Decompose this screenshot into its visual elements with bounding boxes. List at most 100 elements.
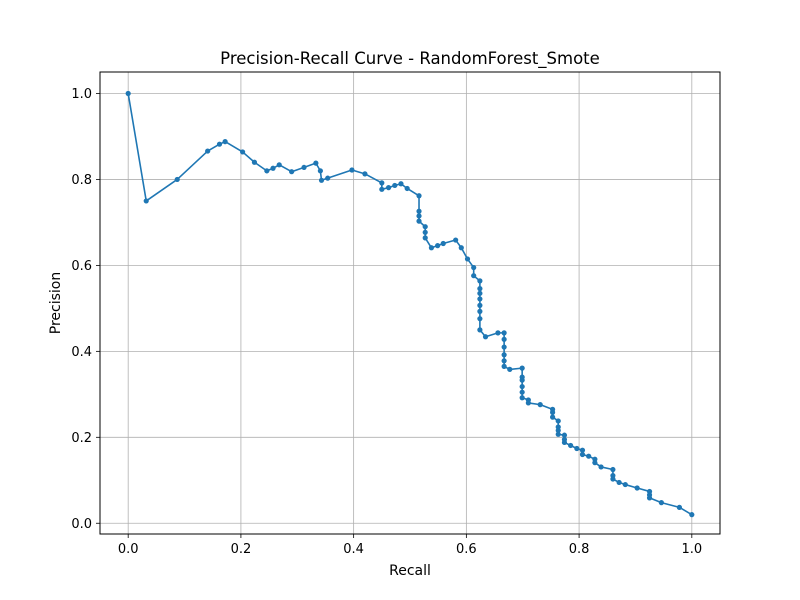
data-point <box>676 504 683 510</box>
data-point <box>392 182 398 189</box>
y-axis-label: Precision <box>48 272 64 334</box>
data-point <box>501 336 507 342</box>
data-point <box>477 302 483 308</box>
x-tick-label: 0.4 <box>343 542 364 557</box>
data-point <box>519 389 525 395</box>
data-point <box>477 316 483 322</box>
series-points-layer <box>125 90 695 518</box>
data-point <box>416 193 422 199</box>
data-point <box>318 177 325 183</box>
data-point <box>592 460 598 466</box>
data-point <box>477 290 483 296</box>
data-point <box>507 366 513 372</box>
data-point <box>416 208 422 214</box>
data-point <box>435 243 441 249</box>
data-point <box>519 383 525 390</box>
data-point <box>471 264 477 271</box>
data-point <box>646 495 653 501</box>
data-point <box>519 365 525 371</box>
data-point <box>264 168 270 174</box>
data-point <box>458 245 464 251</box>
data-point <box>453 237 459 243</box>
grid <box>100 72 720 534</box>
data-point <box>289 169 295 175</box>
data-point <box>501 344 507 350</box>
chart-title: Precision-Recall Curve - RandomForest_Sm… <box>220 49 600 69</box>
data-point <box>689 512 695 518</box>
data-point <box>422 224 428 230</box>
plot-frame <box>99 71 721 535</box>
data-point <box>174 176 180 183</box>
data-point <box>477 327 483 333</box>
data-point <box>550 414 556 420</box>
data-point <box>222 139 228 145</box>
data-point <box>477 278 483 284</box>
data-point <box>349 167 355 173</box>
data-point <box>385 185 392 191</box>
data-point <box>555 431 561 437</box>
data-point <box>251 159 258 165</box>
series-line <box>127 93 693 516</box>
data-point <box>610 476 616 482</box>
data-point <box>216 141 223 147</box>
data-point <box>501 363 507 369</box>
data-point <box>325 175 331 181</box>
data-point <box>276 162 282 168</box>
x-tick-label: 0.2 <box>231 542 252 557</box>
data-point <box>379 186 385 192</box>
data-point <box>561 439 568 446</box>
data-point <box>525 400 531 406</box>
x-tick-label: 0.8 <box>569 542 590 557</box>
data-point <box>574 445 580 452</box>
data-point <box>555 427 561 434</box>
data-point <box>240 149 246 155</box>
data-point <box>586 453 592 459</box>
data-point <box>477 296 483 302</box>
data-point <box>482 334 489 340</box>
data-point <box>317 168 323 174</box>
data-point <box>495 330 501 336</box>
x-axis-label: Recall <box>389 563 431 579</box>
y-tick-label: 0.0 <box>71 517 92 532</box>
y-tick-label: 0.4 <box>71 345 92 360</box>
data-point <box>416 213 422 219</box>
x-axis-ticks: 0.0 0.2 0.4 0.6 0.8 1.0 <box>118 534 702 557</box>
data-point <box>404 185 410 192</box>
data-point <box>537 402 543 408</box>
data-point <box>501 330 507 336</box>
data-point <box>477 286 483 292</box>
x-tick-label: 0.6 <box>456 542 477 557</box>
data-point <box>610 466 616 473</box>
data-point <box>301 164 307 171</box>
y-tick-label: 0.8 <box>71 173 92 188</box>
y-tick-label: 0.6 <box>71 259 92 274</box>
data-point <box>501 358 507 364</box>
y-tick-label: 1.0 <box>71 87 92 102</box>
data-point <box>471 273 477 279</box>
data-point <box>125 90 131 97</box>
data-point <box>579 451 586 458</box>
data-point <box>568 442 574 449</box>
data-point <box>555 418 561 424</box>
data-point <box>519 395 525 401</box>
data-point <box>598 464 604 470</box>
data-point <box>416 218 422 224</box>
data-point <box>143 198 149 204</box>
data-point <box>313 160 319 166</box>
data-point <box>422 235 428 241</box>
y-tick-label: 0.2 <box>71 431 92 446</box>
data-point <box>440 240 446 247</box>
data-point <box>398 181 404 187</box>
data-point <box>464 256 471 262</box>
data-point <box>519 377 525 383</box>
data-point <box>634 485 640 491</box>
data-point <box>379 180 385 186</box>
y-axis-ticks: 0.0 0.2 0.4 0.6 0.8 1.0 <box>71 87 100 532</box>
data-point <box>477 308 483 314</box>
data-point <box>616 479 622 486</box>
x-tick-label: 1.0 <box>681 542 702 557</box>
x-tick-label: 0.0 <box>118 542 139 557</box>
data-point <box>205 148 211 154</box>
data-point <box>658 500 664 506</box>
